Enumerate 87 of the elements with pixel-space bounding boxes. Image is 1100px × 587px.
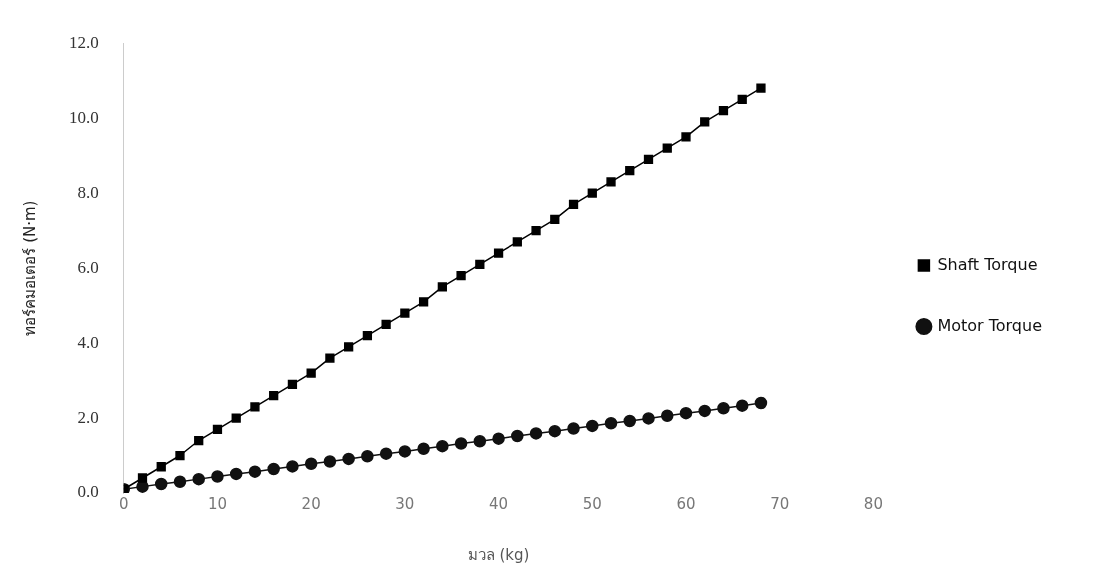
x-axis-title: มวล (kg) [467,545,530,564]
point [662,143,672,153]
point [212,424,223,434]
point [137,473,148,483]
point [756,83,766,93]
point [436,439,449,453]
point [550,214,560,225]
point [698,404,711,418]
point [173,475,187,489]
point [400,308,410,318]
point [287,379,298,389]
point [681,132,691,142]
y-tick-label: 0.0 [77,482,99,502]
point [325,353,335,363]
point [754,396,768,410]
point [511,429,524,443]
point [154,477,168,491]
point [156,462,166,472]
point [567,422,580,435]
legend-label: Motor Torque [937,315,1043,335]
point [606,177,616,187]
point [175,450,185,461]
x-tick-label: 20 [301,494,321,513]
point [735,399,749,412]
point [211,470,224,483]
point [737,94,747,105]
point [194,435,204,446]
point [323,455,337,468]
point [437,282,447,292]
point [418,297,429,307]
y-tick-label: 6.0 [77,257,99,277]
point [493,248,504,258]
point [492,432,505,445]
point [361,450,374,463]
y-axis-title: ทอร์คมอเตอร์ (N·m) [20,200,39,336]
x-tick-label: 80 [863,494,883,513]
point [717,402,730,415]
y-tick-label: 8.0 [77,182,99,202]
y-tick-label: 12.0 [69,32,99,52]
point [473,435,487,448]
point [643,154,654,165]
y-tick-label: 10.0 [69,107,99,127]
point [587,188,597,198]
point [379,447,393,460]
point [604,417,618,430]
point [267,462,280,476]
point [248,465,262,478]
x-tick-label: 70 [770,494,790,513]
x-tick-label: 10 [207,494,227,513]
point [344,342,354,352]
point [642,412,655,425]
point [417,442,430,456]
point [700,117,710,127]
point [306,368,316,378]
point [362,330,373,341]
x-tick-label: 0 [118,494,129,513]
point [398,445,412,458]
point [548,424,562,438]
point [661,409,674,423]
point [269,390,279,401]
x-tick-label: 50 [582,494,602,513]
legend-label: Shaft Torque [937,254,1038,274]
point [192,472,205,486]
point [512,237,522,247]
point [623,414,637,428]
y-tick-label: 4.0 [77,332,99,352]
point [454,437,468,450]
point [679,406,693,420]
point [250,402,260,412]
point [342,452,355,466]
point [718,106,729,116]
point [475,259,485,269]
point [586,419,599,433]
point [231,413,241,423]
point [304,457,318,471]
x-tick-label: 30 [395,494,415,513]
point [286,460,299,473]
point [625,166,635,176]
point [456,270,466,281]
x-tick-label: 60 [676,494,696,513]
point [568,199,579,210]
y-tick-label: 2.0 [77,407,99,427]
x-tick-label: 40 [489,494,509,513]
point [529,427,543,440]
point [229,467,243,481]
point [531,225,541,236]
point [381,319,391,329]
